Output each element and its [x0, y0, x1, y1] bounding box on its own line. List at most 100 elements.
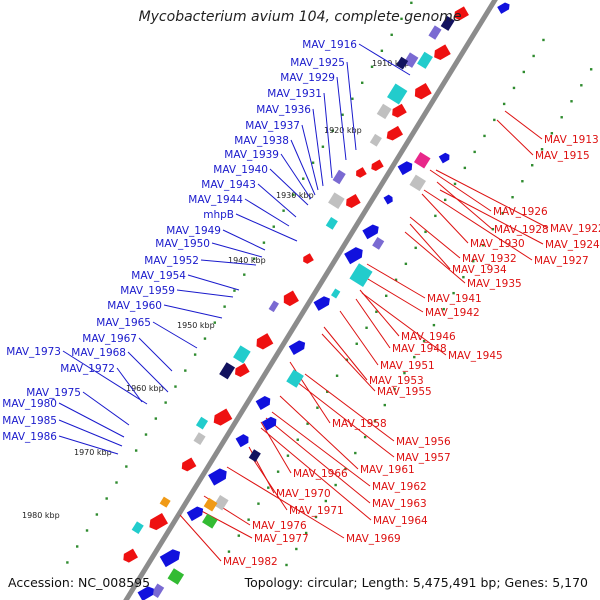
scale-dot [252, 257, 256, 260]
forward-gene-label[interactable]: MAV_1986 [2, 431, 57, 443]
reverse-gene-label[interactable]: MAV_1969 [346, 533, 401, 545]
reverse-gene-label[interactable]: MAV_1956 [396, 436, 451, 448]
reverse-gene-label[interactable]: MAV_1962 [372, 481, 427, 493]
scale-tick-label: 1960 kbp [126, 384, 164, 393]
reverse-gene-label[interactable]: MAV_1945 [448, 350, 503, 362]
forward-gene-label[interactable]: mhpB [203, 209, 234, 221]
gene-feature [413, 152, 431, 169]
forward-gene-label[interactable]: MAV_1975 [26, 387, 81, 399]
forward-leader-line [82, 391, 130, 426]
forward-gene-label[interactable]: MAV_1972 [60, 363, 115, 375]
scale-dot [227, 550, 231, 553]
gene-feature [371, 159, 384, 171]
gene-feature [417, 51, 433, 69]
scale-dot [304, 531, 308, 535]
reverse-gene-label[interactable]: MAV_1953 [369, 375, 424, 387]
reverse-gene-label[interactable]: MAV_1928 [494, 224, 549, 236]
reverse-leader-line [265, 417, 371, 504]
scale-dot [331, 129, 334, 132]
forward-leader-line [58, 435, 119, 455]
scale-dot [394, 278, 398, 282]
forward-gene-label[interactable]: MAV_1980 [2, 398, 57, 410]
reverse-gene-label[interactable]: MAV_1927 [534, 255, 589, 267]
reverse-gene-label[interactable]: MAV_1930 [470, 238, 525, 250]
reverse-gene-label[interactable]: MAV_1946 [401, 331, 456, 343]
forward-gene-label[interactable]: MAV_1965 [96, 317, 151, 329]
scale-tick-label: 1950 kbp [177, 321, 215, 330]
scale-dot [589, 68, 593, 71]
reverse-gene-label[interactable]: MAV_1982 [223, 556, 278, 568]
forward-gene-label[interactable]: MAV_1940 [213, 164, 268, 176]
scale-dot [493, 118, 496, 122]
forward-gene-label[interactable]: MAV_1916 [302, 39, 357, 51]
reverse-gene-label[interactable]: MAV_1976 [252, 520, 307, 532]
reverse-gene-label[interactable]: MAV_1964 [373, 515, 428, 527]
scale-dot [422, 339, 426, 343]
reverse-gene-label[interactable]: MAV_1915 [535, 150, 590, 162]
reverse-gene-label[interactable]: MAV_1926 [493, 206, 548, 218]
reverse-gene-label[interactable]: MAV_1942 [425, 307, 480, 319]
gene-feature [181, 457, 197, 472]
reverse-gene-label[interactable]: MAV_1941 [427, 293, 482, 305]
scale-dot [237, 534, 240, 537]
gene-feature [195, 416, 209, 430]
forward-gene-label[interactable]: MAV_1950 [155, 238, 210, 250]
reverse-gene-label[interactable]: MAV_1913 [544, 134, 599, 146]
reverse-gene-label[interactable]: MAV_1963 [372, 498, 427, 510]
forward-gene-label[interactable]: MAV_1954 [131, 270, 186, 282]
forward-gene-label[interactable]: MAV_1931 [267, 88, 322, 100]
forward-gene-label[interactable]: MAV_1925 [290, 57, 345, 69]
gene-feature [362, 224, 379, 240]
reverse-gene-label[interactable]: MAV_1977 [254, 533, 309, 545]
reverse-gene-label[interactable]: MAV_1922 [550, 223, 600, 235]
forward-gene-label[interactable]: MAV_1949 [166, 225, 221, 237]
scale-dot [532, 54, 535, 58]
gene-labels[interactable]: MAV_1916 MAV_1925 MAV_1929 MAV_1931 MAV_1936… [2, 39, 600, 568]
reverse-gene-label[interactable]: MAV_1966 [293, 468, 348, 480]
reverse-gene-label[interactable]: MAV_1970 [276, 488, 331, 500]
reverse-gene-label[interactable]: MAV_1932 [462, 253, 517, 265]
scale-dot [302, 177, 305, 180]
scale-dot [233, 289, 236, 292]
forward-leader-line [336, 76, 347, 161]
reverse-gene-label[interactable]: MAV_1957 [396, 452, 451, 464]
forward-gene-label[interactable]: MAV_1937 [245, 120, 300, 132]
reverse-gene-label[interactable]: MAV_1961 [360, 464, 415, 476]
forward-gene-label[interactable]: MAV_1929 [280, 72, 335, 84]
forward-gene-label[interactable]: MAV_1960 [107, 300, 162, 312]
scale-dot [521, 180, 524, 183]
scale-dot [570, 100, 573, 103]
gene-feature [403, 52, 419, 68]
reverse-leader-line [179, 514, 222, 562]
forward-gene-label[interactable]: MAV_1959 [120, 285, 175, 297]
forward-gene-label[interactable]: MAV_1968 [71, 347, 126, 359]
forward-gene-label[interactable]: MAV_1938 [234, 135, 289, 147]
scale-dot [213, 321, 216, 324]
forward-gene-label[interactable]: MAV_1973 [6, 346, 61, 358]
forward-leader-line [323, 92, 333, 179]
forward-leader-line [269, 168, 309, 206]
reverse-gene-label[interactable]: MAV_1955 [377, 386, 432, 398]
forward-gene-label[interactable]: MAV_1967 [82, 333, 137, 345]
reverse-gene-label[interactable]: MAV_1934 [452, 264, 507, 276]
forward-gene-label[interactable]: MAV_1939 [224, 149, 279, 161]
reverse-gene-label[interactable]: MAV_1971 [289, 505, 344, 517]
gene-feature [213, 408, 233, 426]
scale-dot [324, 499, 328, 503]
reverse-gene-label[interactable]: MAV_1924 [545, 239, 600, 251]
scale-dot [511, 196, 514, 199]
gene-feature [286, 369, 304, 388]
map-title: Mycobacterium avium 104, complete genome [138, 9, 462, 25]
forward-gene-label[interactable]: MAV_1952 [144, 255, 199, 267]
reverse-leader-line [362, 275, 424, 313]
reverse-gene-label[interactable]: MAV_1958 [332, 418, 387, 430]
reverse-gene-label[interactable]: MAV_1951 [380, 360, 435, 372]
forward-gene-label[interactable]: MAV_1944 [188, 194, 243, 206]
forward-gene-label[interactable]: MAV_1985 [2, 415, 57, 427]
reverse-gene-label[interactable]: MAV_1948 [392, 343, 447, 355]
forward-gene-label[interactable]: MAV_1936 [256, 104, 311, 116]
forward-gene-label[interactable]: MAV_1943 [201, 179, 256, 191]
scale-dot [344, 467, 347, 471]
reverse-gene-label[interactable]: MAV_1935 [467, 278, 522, 290]
scale-dot [491, 227, 495, 231]
